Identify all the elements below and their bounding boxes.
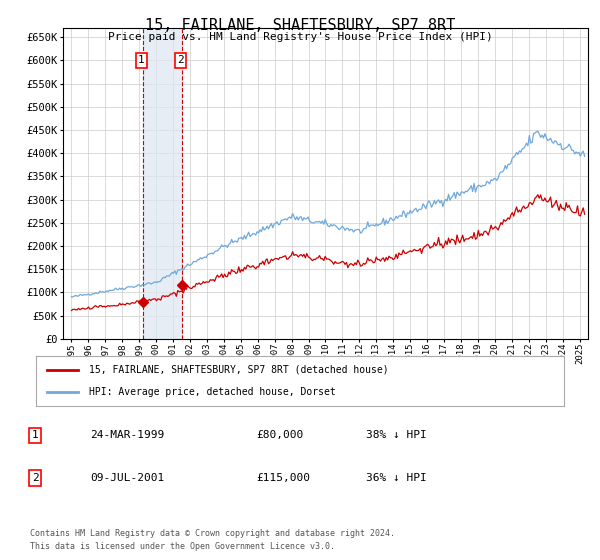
Text: Contains HM Land Registry data © Crown copyright and database right 2024.: Contains HM Land Registry data © Crown c… — [30, 529, 395, 538]
Text: £115,000: £115,000 — [256, 473, 310, 483]
Text: 24-MAR-1999: 24-MAR-1999 — [90, 430, 164, 440]
Text: 15, FAIRLANE, SHAFTESBURY, SP7 8RT: 15, FAIRLANE, SHAFTESBURY, SP7 8RT — [145, 18, 455, 34]
Text: 2: 2 — [32, 473, 38, 483]
Bar — [143, 28, 182, 339]
Text: 1: 1 — [138, 55, 145, 66]
Text: 38% ↓ HPI: 38% ↓ HPI — [366, 430, 427, 440]
Text: This data is licensed under the Open Government Licence v3.0.: This data is licensed under the Open Gov… — [30, 542, 335, 550]
Text: 36% ↓ HPI: 36% ↓ HPI — [366, 473, 427, 483]
Text: 1: 1 — [32, 430, 38, 440]
Text: 09-JUL-2001: 09-JUL-2001 — [90, 473, 164, 483]
Text: 15, FAIRLANE, SHAFTESBURY, SP7 8RT (detached house): 15, FAIRLANE, SHAFTESBURY, SP7 8RT (deta… — [89, 365, 388, 375]
Text: 2: 2 — [177, 55, 184, 66]
Text: £80,000: £80,000 — [256, 430, 303, 440]
Text: Price paid vs. HM Land Registry's House Price Index (HPI): Price paid vs. HM Land Registry's House … — [107, 32, 493, 43]
Text: HPI: Average price, detached house, Dorset: HPI: Average price, detached house, Dors… — [89, 387, 335, 397]
